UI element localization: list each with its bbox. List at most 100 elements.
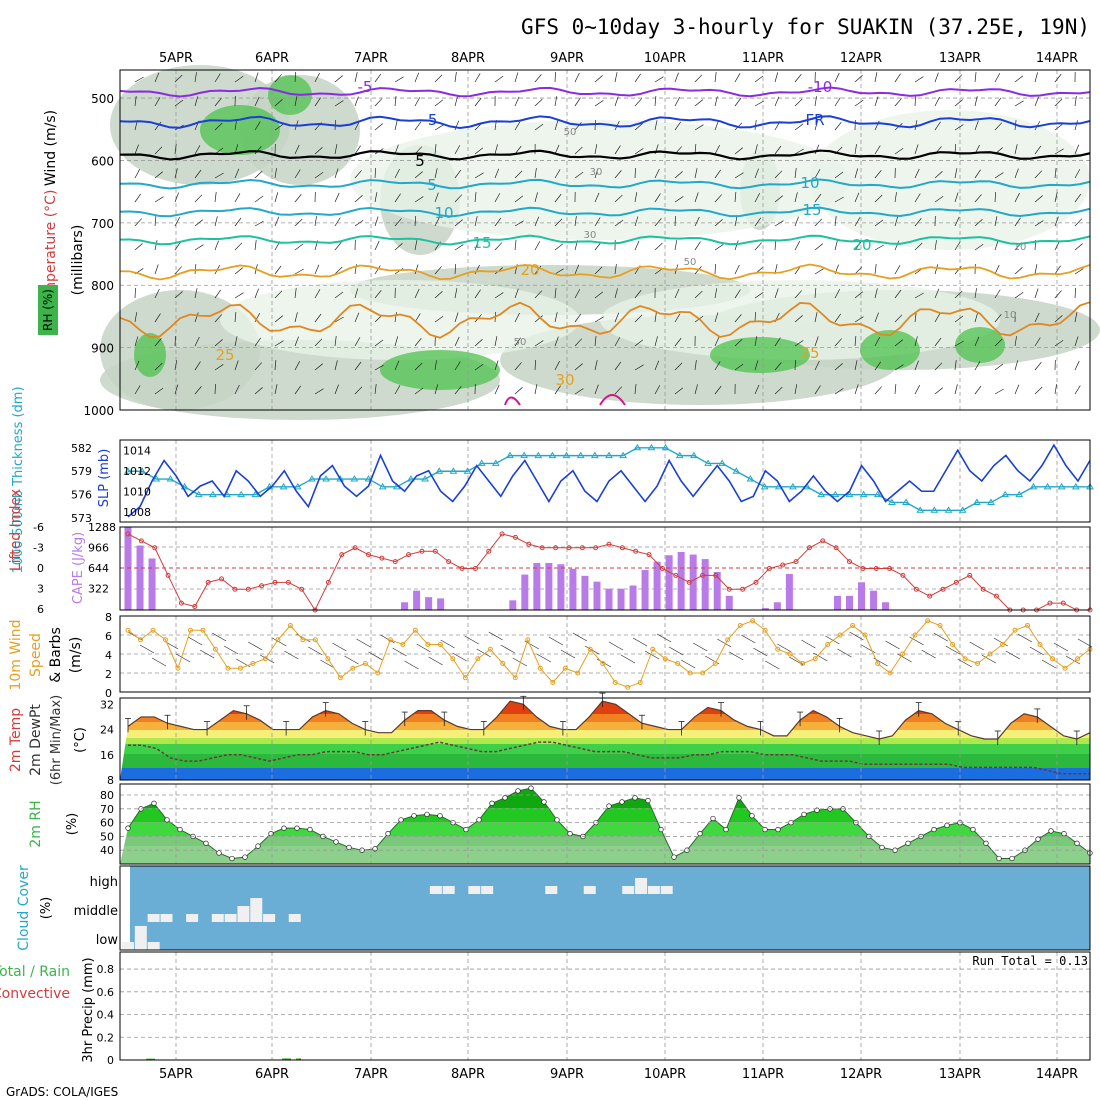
wind-barb	[254, 195, 264, 203]
rh-marker	[164, 817, 170, 823]
wind-barb	[1054, 98, 1063, 107]
contour-label: 30	[590, 167, 603, 178]
contour-label: 15	[472, 234, 491, 252]
wind-barb	[914, 144, 919, 155]
rh-marker	[528, 785, 534, 791]
wind-barb-10m	[909, 636, 924, 646]
wind-barb	[774, 195, 783, 203]
wind-barb	[294, 288, 297, 299]
wind-barb	[814, 288, 817, 299]
wind-barb	[514, 121, 521, 131]
wind-barb-10m	[560, 649, 576, 659]
thickness-marker	[972, 498, 981, 505]
precip-panel: 0.8 0.6 0.4 0.2 0 Run Total = 0.13 Total / Rai…	[0, 951, 1091, 1067]
cape-tick-label: 644	[88, 562, 109, 575]
wind-barb	[1054, 192, 1058, 203]
wind-barb	[394, 360, 400, 371]
thickness-marker	[534, 451, 543, 459]
wind-barb	[554, 96, 558, 107]
wind-barb	[654, 218, 662, 227]
wind-barb	[774, 145, 782, 155]
wind-barb	[634, 216, 639, 227]
date-label-bottom: 10APR	[644, 1067, 686, 1082]
cloud-bar	[160, 914, 173, 922]
wind-barb-10m	[452, 652, 467, 662]
wind-barb	[954, 290, 963, 299]
wind-barb	[314, 147, 323, 155]
thickness-marker	[166, 475, 175, 482]
wind-speed-marker	[287, 623, 293, 628]
wind-barb	[314, 338, 323, 347]
wind-barb	[1074, 96, 1077, 107]
wind-barb-10m	[1053, 642, 1069, 652]
wind-barb	[774, 240, 777, 251]
wind-speed-marker	[887, 670, 893, 676]
cloud-bar	[224, 914, 237, 922]
wind-barb	[1034, 145, 1042, 155]
wind-barb	[714, 194, 722, 203]
wind-barb	[594, 168, 599, 179]
cloud-bar	[186, 914, 199, 922]
thickness-marker	[449, 467, 458, 474]
wind-barb	[974, 288, 977, 299]
wind-barb	[374, 73, 382, 83]
lifted-index-marker	[566, 545, 572, 551]
thickness-marker	[491, 459, 500, 466]
wind-barb	[374, 364, 384, 371]
wind-barb-10m	[428, 656, 443, 666]
wind-barb-10m	[380, 634, 395, 644]
wind-speed-marker	[475, 656, 481, 662]
lifted-index-marker	[272, 579, 278, 585]
wind-barb	[754, 360, 759, 371]
wind-barb	[494, 75, 504, 83]
wind-barb	[874, 145, 881, 155]
rh-marker	[983, 840, 989, 846]
date-label-top: 14APR	[1036, 51, 1078, 66]
cape-bar	[509, 600, 517, 610]
wind-barb	[774, 96, 780, 107]
thickness-marker	[506, 451, 514, 459]
wind-barb	[1014, 291, 1024, 299]
wind-barb	[574, 146, 583, 155]
wind-barb	[434, 315, 444, 323]
wind-speed-marker	[1037, 642, 1043, 647]
wind-barb	[1074, 336, 1079, 347]
wind-speed-marker	[312, 637, 318, 643]
wind-barb-10m	[765, 660, 780, 670]
contour-label: FR	[805, 111, 824, 129]
lifted-index-marker	[659, 566, 665, 571]
cape-bar	[713, 571, 721, 610]
thickness-marker	[138, 467, 147, 474]
slp-line	[127, 443, 1091, 518]
temp-axis-label-b: 2m DewPt	[28, 704, 44, 776]
wind-barb	[154, 264, 159, 275]
wind-barb	[674, 240, 678, 251]
convective-bar	[289, 1058, 291, 1060]
wind-speed-marker	[500, 661, 506, 666]
cloud-bar	[147, 942, 160, 950]
thickness-marker	[817, 490, 826, 498]
wind-barb	[754, 168, 759, 179]
wind-barb	[734, 363, 744, 371]
contour-label: 30	[584, 230, 597, 241]
wind-barb	[1014, 144, 1018, 155]
wind-barb	[634, 73, 642, 83]
rh-marker	[1061, 831, 1067, 837]
rh-light-area	[810, 110, 1090, 250]
wind-barb	[534, 216, 540, 227]
wind-barb	[254, 240, 257, 251]
rh-marker	[229, 855, 235, 862]
wind-barb	[594, 360, 598, 371]
wind-barb	[134, 287, 136, 299]
wind-speed-marker	[512, 675, 518, 681]
wind-barb	[194, 96, 199, 107]
rh-marker	[736, 795, 742, 801]
cloud-bar	[468, 886, 481, 894]
wind-barb-10m	[175, 653, 191, 663]
wind-barb	[214, 383, 216, 395]
wind-barb	[354, 312, 360, 323]
wind-barb	[174, 144, 177, 155]
wind-barb	[914, 218, 922, 227]
wind-barb	[434, 144, 437, 155]
wind-barb	[294, 194, 302, 203]
